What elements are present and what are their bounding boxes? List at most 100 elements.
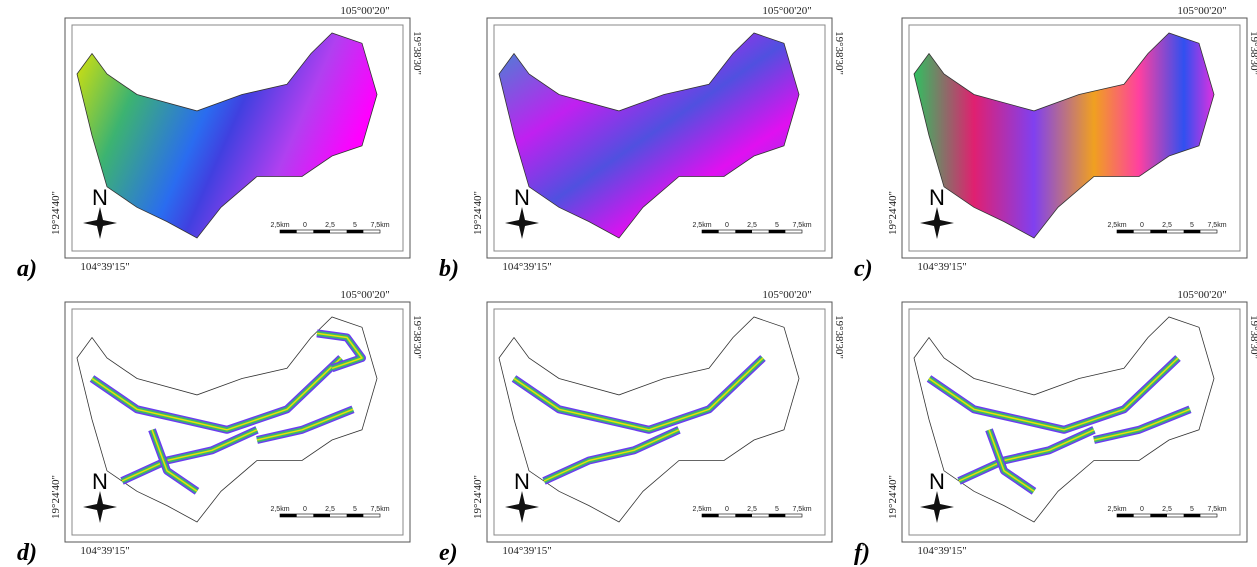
scale-segment: [769, 514, 786, 517]
compass-rose: [83, 491, 117, 523]
scale-segment: [1184, 514, 1201, 517]
scale-label: 2,5km: [692, 222, 711, 229]
scale-label: 2,5: [325, 506, 335, 513]
panel-label: b): [439, 256, 459, 282]
left-coordinate: 19°24'40": [50, 475, 62, 519]
scale-segment: [1150, 514, 1167, 517]
map-panel: 105°00'20" 19°38'30" 19°24'40" 104°39'15" f)…: [854, 289, 1257, 566]
scale-label: 7,5km: [1207, 222, 1226, 229]
figure: 105°00'20" 19°38'30" 19°24'40" 104°39'15" a)…: [0, 0, 1257, 567]
scale-label: 0: [1140, 506, 1144, 513]
scale-segment: [1117, 230, 1134, 233]
compass-rose: [920, 207, 954, 239]
north-label: N: [92, 185, 108, 210]
scale-label: 5: [775, 222, 779, 229]
panel-label: f): [854, 540, 870, 566]
north-label: N: [92, 469, 108, 494]
scale-label: 0: [303, 222, 307, 229]
scale-label: 2,5: [1162, 222, 1172, 229]
scale-label: 0: [1140, 222, 1144, 229]
scale-label: 2,5: [325, 222, 335, 229]
top-coordinate: 105°00'20": [340, 289, 389, 301]
bottom-coordinate: 104°39'15": [80, 261, 129, 273]
left-coordinate: 19°24'40": [887, 191, 899, 235]
map-panel: 105°00'20" 19°38'30" 19°24'40" 104°39'15" c)…: [854, 5, 1257, 282]
left-coordinate: 19°24'40": [50, 191, 62, 235]
scale-label: 7,5km: [370, 506, 389, 513]
panel-label: c): [854, 256, 873, 282]
scale-label: 2,5km: [1107, 222, 1126, 229]
right-coordinate: 19°38'30": [1248, 315, 1257, 359]
scale-label: 2,5: [1162, 506, 1172, 513]
compass-rose: [920, 491, 954, 523]
panel-label: d): [17, 540, 37, 566]
scale-label: 5: [353, 506, 357, 513]
left-coordinate: 19°24'40": [887, 475, 899, 519]
compass-rose: [83, 207, 117, 239]
map-panel: 105°00'20" 19°38'30" 19°24'40" 104°39'15" a)…: [17, 5, 423, 282]
scale-label: 2,5km: [270, 222, 289, 229]
panel-label: a): [17, 256, 37, 282]
scale-segment: [1184, 230, 1201, 233]
scale-label: 7,5km: [1207, 506, 1226, 513]
scale-segment: [347, 230, 364, 233]
top-coordinate: 105°00'20": [1177, 289, 1226, 301]
scale-label: 7,5km: [370, 222, 389, 229]
compass-rose: [505, 491, 539, 523]
map-panel: 105°00'20" 19°38'30" 19°24'40" 104°39'15" b)…: [439, 5, 845, 282]
right-coordinate: 19°38'30": [833, 31, 845, 75]
bottom-coordinate: 104°39'15": [80, 545, 129, 557]
scale-label: 5: [1190, 222, 1194, 229]
scale-label: 0: [725, 222, 729, 229]
scale-segment: [735, 514, 752, 517]
scale-label: 7,5km: [792, 222, 811, 229]
scale-label: 0: [725, 506, 729, 513]
scale-label: 2,5km: [270, 506, 289, 513]
scale-label: 2,5: [747, 506, 757, 513]
right-coordinate: 19°38'30": [411, 31, 423, 75]
bottom-coordinate: 104°39'15": [502, 545, 551, 557]
scale-label: 5: [353, 222, 357, 229]
scale-label: 2,5km: [692, 506, 711, 513]
panel-label: e): [439, 540, 458, 566]
scale-segment: [1117, 514, 1134, 517]
north-label: N: [929, 469, 945, 494]
top-coordinate: 105°00'20": [1177, 5, 1226, 17]
map-panel: 105°00'20" 19°38'30" 19°24'40" 104°39'15" d)…: [17, 289, 423, 566]
scale-segment: [769, 230, 786, 233]
watershed: [499, 317, 799, 522]
bottom-coordinate: 104°39'15": [917, 545, 966, 557]
left-coordinate: 19°24'40": [472, 475, 484, 519]
top-coordinate: 105°00'20": [762, 5, 811, 17]
top-coordinate: 105°00'20": [340, 5, 389, 17]
scale-segment: [313, 514, 330, 517]
scale-label: 2,5km: [1107, 506, 1126, 513]
scale-segment: [313, 230, 330, 233]
bottom-coordinate: 104°39'15": [917, 261, 966, 273]
map-panel: 105°00'20" 19°38'30" 19°24'40" 104°39'15" e)…: [439, 289, 845, 566]
scale-segment: [280, 514, 297, 517]
scale-segment: [702, 230, 719, 233]
scale-segment: [347, 514, 364, 517]
scale-label: 5: [1190, 506, 1194, 513]
scale-label: 2,5: [747, 222, 757, 229]
scale-segment: [702, 514, 719, 517]
left-coordinate: 19°24'40": [472, 191, 484, 235]
right-coordinate: 19°38'30": [833, 315, 845, 359]
compass-rose: [505, 207, 539, 239]
scale-label: 5: [775, 506, 779, 513]
north-label: N: [514, 469, 530, 494]
north-label: N: [514, 185, 530, 210]
north-label: N: [929, 185, 945, 210]
bottom-coordinate: 104°39'15": [502, 261, 551, 273]
watershed: [77, 33, 377, 238]
watershed: [499, 33, 799, 238]
right-coordinate: 19°38'30": [411, 315, 423, 359]
scale-segment: [1150, 230, 1167, 233]
scale-label: 0: [303, 506, 307, 513]
scale-label: 7,5km: [792, 506, 811, 513]
top-coordinate: 105°00'20": [762, 289, 811, 301]
scale-segment: [280, 230, 297, 233]
watershed: [914, 33, 1214, 238]
right-coordinate: 19°38'30": [1248, 31, 1257, 75]
